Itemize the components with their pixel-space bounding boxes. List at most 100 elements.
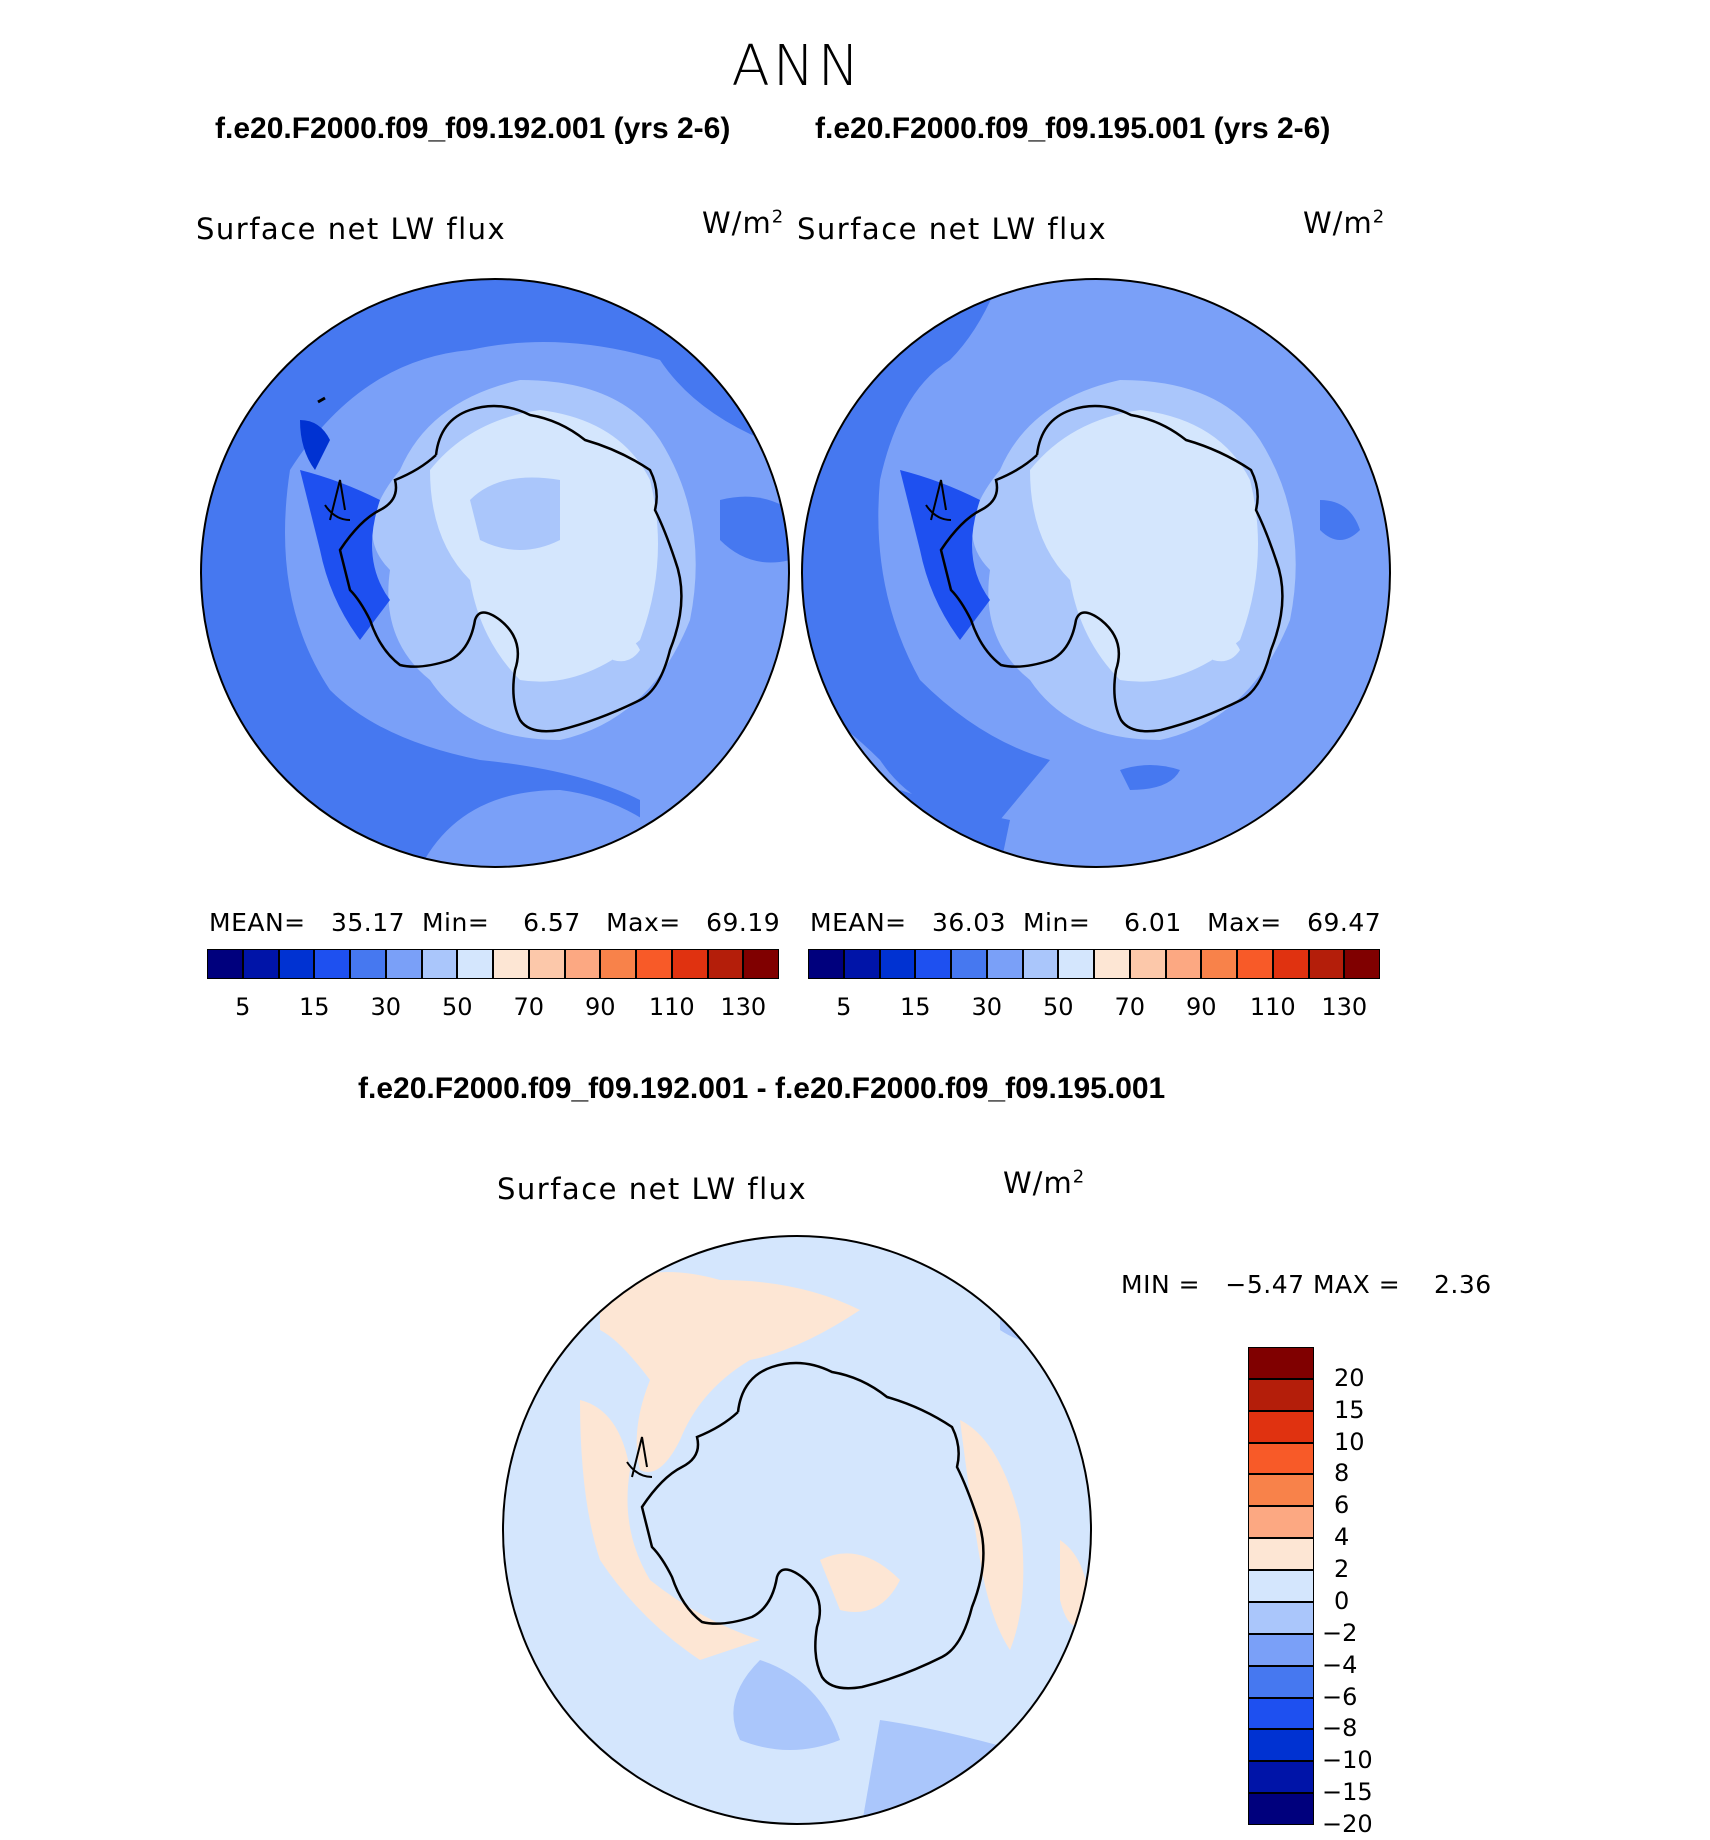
colorbar-tick-label: 50	[1042, 993, 1074, 1021]
panel-right-stats: MEAN= 36.03 Min= 6.01 Max= 69.47	[810, 908, 1382, 937]
colorbar-swatch	[564, 949, 601, 979]
colorbar-swatch	[843, 949, 880, 979]
colorbar-tick-label: 5	[235, 993, 251, 1021]
panel-right-units: W/m2	[1303, 206, 1386, 240]
colorbar-swatch	[1248, 1665, 1314, 1698]
panel-right-case-title: f.e20.F2000.f09_f09.195.001 (yrs 2-6)	[815, 112, 1331, 145]
colorbar-swatch	[1248, 1601, 1314, 1634]
colorbar-tick-label: 15	[1334, 1395, 1365, 1424]
colorbar-swatch	[636, 949, 672, 979]
colorbar-swatch	[671, 949, 708, 979]
colorbar-difference	[1248, 1347, 1314, 1825]
colorbar-swatch	[951, 949, 987, 979]
colorbar-swatch	[278, 949, 315, 979]
colorbar-swatch	[915, 949, 951, 979]
antarctic-coastline-right	[939, 404, 1284, 733]
colorbar-swatch	[707, 949, 744, 979]
colorbar-tick-label: −15	[1322, 1778, 1373, 1807]
colorbar-swatch	[1248, 1793, 1314, 1825]
antarctic-coastline-left	[338, 404, 683, 733]
colorbar-swatch	[1248, 1633, 1314, 1666]
colorbar-swatch	[1201, 949, 1237, 979]
colorbar-swatch	[314, 949, 350, 979]
colorbar-swatch	[207, 949, 243, 979]
colorbar-swatch	[1248, 1697, 1314, 1730]
colorbar-swatch	[743, 949, 779, 979]
colorbar-swatch	[242, 949, 279, 979]
antarctic-coastline-difference	[640, 1361, 985, 1690]
colorbar-tick-label: 15	[899, 993, 931, 1021]
colorbar-swatch	[493, 949, 529, 979]
colorbar-swatch	[1248, 1729, 1314, 1762]
colorbar-swatch	[1248, 1538, 1314, 1571]
colorbar-swatch	[600, 949, 636, 979]
panel-left-variable: Surface net LW flux	[196, 212, 507, 246]
colorbar-tick-label: 20	[1334, 1363, 1365, 1392]
colorbar-tick-label: −20	[1322, 1810, 1373, 1838]
colorbar-tick-label: 8	[1334, 1459, 1350, 1488]
panel-right-variable: Surface net LW flux	[797, 212, 1108, 246]
difference-title: f.e20.F2000.f09_f09.192.001 - f.e20.F200…	[358, 1072, 1166, 1105]
difference-min-max: MIN = −5.47 MAX = 2.36	[1121, 1270, 1492, 1299]
colorbar-swatch	[421, 949, 458, 979]
colorbar-tick-label: 50	[441, 993, 473, 1021]
colorbar-tick-label: −6	[1322, 1682, 1358, 1711]
antarctic-map-left	[201, 279, 789, 867]
colorbar-swatch	[1022, 949, 1059, 979]
globe-outline-left	[200, 278, 790, 868]
colorbar-swatch	[808, 949, 844, 979]
colorbar-tick-label: −2	[1322, 1618, 1358, 1647]
colorbar-swatch	[986, 949, 1023, 979]
colorbar-swatch	[1308, 949, 1345, 979]
globe-outline-right	[801, 278, 1391, 868]
colorbar-tick-label: 6	[1334, 1491, 1350, 1520]
colorbar-tick-label: 90	[584, 993, 616, 1021]
colorbar-swatch	[1248, 1506, 1314, 1539]
colorbar-tick-label: −4	[1322, 1650, 1358, 1679]
colorbar-tick-label: 110	[648, 993, 695, 1021]
colorbar-swatch	[1344, 949, 1380, 979]
colorbar-tick-label: 2	[1334, 1555, 1350, 1584]
globe-outline-difference	[502, 1235, 1092, 1825]
colorbar-swatch	[1248, 1442, 1314, 1475]
colorbar-tick-label: 110	[1249, 993, 1296, 1021]
colorbar-swatch	[879, 949, 916, 979]
colorbar-swatch	[457, 949, 493, 979]
colorbar-swatch	[1248, 1378, 1314, 1411]
colorbar-tick-label: 10	[1334, 1427, 1365, 1456]
colorbar-right	[808, 949, 1380, 979]
colorbar-swatch	[1248, 1570, 1314, 1602]
colorbar-left	[207, 949, 779, 979]
colorbar-tick-label: −8	[1322, 1714, 1358, 1743]
colorbar-swatch	[1129, 949, 1166, 979]
colorbar-swatch	[1272, 949, 1309, 979]
difference-units: W/m2	[1003, 1166, 1086, 1200]
colorbar-tick-label: 0	[1334, 1586, 1350, 1615]
season-title: ANN	[731, 34, 863, 99]
colorbar-swatch	[1248, 1761, 1314, 1794]
colorbar-swatch	[1248, 1347, 1314, 1379]
colorbar-tick-label: 5	[836, 993, 852, 1021]
colorbar-swatch	[1165, 949, 1202, 979]
colorbar-swatch	[350, 949, 386, 979]
colorbar-swatch	[1248, 1474, 1314, 1507]
antarctic-map-difference	[503, 1236, 1091, 1824]
colorbar-swatch	[528, 949, 565, 979]
colorbar-tick-label: 30	[370, 993, 402, 1021]
panel-left-case-title: f.e20.F2000.f09_f09.192.001 (yrs 2-6)	[215, 112, 731, 145]
colorbar-tick-label: 15	[298, 993, 330, 1021]
colorbar-swatch	[1237, 949, 1273, 979]
panel-left-units: W/m2	[702, 206, 785, 240]
colorbar-tick-label: 70	[1114, 993, 1146, 1021]
colorbar-tick-label: 90	[1185, 993, 1217, 1021]
colorbar-tick-label: 70	[513, 993, 545, 1021]
colorbar-tick-label: 130	[1321, 993, 1368, 1021]
panel-left-stats: MEAN= 35.17 Min= 6.57 Max= 69.19	[209, 908, 781, 937]
colorbar-swatch	[1094, 949, 1130, 979]
colorbar-swatch	[385, 949, 422, 979]
colorbar-tick-label: 30	[971, 993, 1003, 1021]
colorbar-swatch	[1058, 949, 1094, 979]
colorbar-tick-label: 130	[720, 993, 767, 1021]
colorbar-tick-label: 4	[1334, 1523, 1350, 1552]
